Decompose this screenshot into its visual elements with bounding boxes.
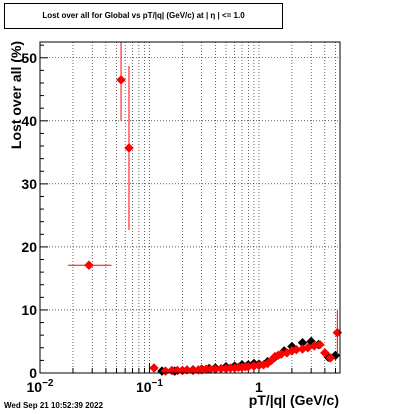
data-series: [67, 42, 343, 376]
y-tick-label: 20: [21, 239, 37, 255]
data-point: [325, 353, 336, 363]
y-tick-label: 30: [21, 176, 37, 192]
chart-title-box: Lost over all for Global vs pT/|q| (GeV/…: [4, 3, 283, 29]
data-point: [116, 74, 126, 85]
series-1: [67, 42, 343, 376]
y-tick-label: 0: [29, 365, 37, 381]
grid-lines: [40, 42, 340, 373]
data-point: [149, 363, 159, 373]
timestamp-footer: Wed Sep 21 10:52:39 2022: [4, 401, 104, 410]
data-point: [320, 347, 330, 358]
x-tick-label: 10−2: [27, 378, 54, 395]
y-tick-label: 40: [21, 113, 37, 129]
x-axis-label: pT/|q| (GeV/c): [248, 392, 339, 408]
y-tick-label: 50: [21, 50, 37, 66]
y-tick-label: 10: [21, 302, 37, 318]
plot-border: [39, 41, 341, 374]
x-tick-label: 10−1: [136, 378, 163, 395]
chart-title: Lost over all for Global vs pT/|q| (GeV/…: [42, 11, 245, 20]
y-axis: 0 10 20 30 40 50: [21, 44, 48, 381]
plot-frame: [40, 42, 340, 373]
data-point: [124, 143, 134, 153]
data-point: [182, 364, 192, 375]
x-tick-label: 1: [255, 379, 263, 395]
data-point: [314, 339, 325, 350]
x-tick-exponent: −2: [42, 378, 54, 389]
data-point: [84, 260, 94, 271]
x-tick-exponent: −1: [152, 378, 164, 389]
y-axis-label: Lost over all (%): [8, 40, 24, 150]
